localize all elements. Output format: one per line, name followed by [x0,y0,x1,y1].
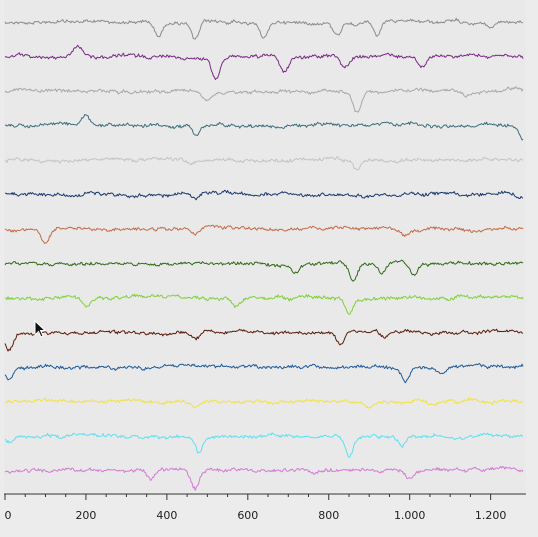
channel-trace [4,156,524,171]
x-tick-label: 1.200 [475,509,507,522]
channel-trace [4,113,524,141]
channel-trace [4,259,524,282]
channel-trace [4,44,524,80]
trace-group [4,17,524,491]
channel-trace [4,189,524,201]
channel-trace [4,465,524,491]
x-tick-label: 800 [318,509,339,522]
x-axis-ticks: 0 200 400 600 800 1.000 1.200 [4,494,507,522]
x-tick-label: 200 [75,509,96,522]
x-tick-label: 600 [237,509,258,522]
channel-trace [5,397,524,409]
channel-trace [4,224,524,244]
x-tick-label: 400 [156,509,177,522]
plot-area [4,0,526,492]
mouse-cursor-icon [34,320,46,338]
channel-trace [4,17,524,40]
channel-trace [4,86,524,113]
channel-trace [4,328,523,352]
x-tick-label: 0 [5,509,12,522]
channel-trace [4,362,524,384]
channel-trace [4,293,524,315]
x-tick-label: 1.000 [394,509,426,522]
channel-trace [4,432,524,458]
